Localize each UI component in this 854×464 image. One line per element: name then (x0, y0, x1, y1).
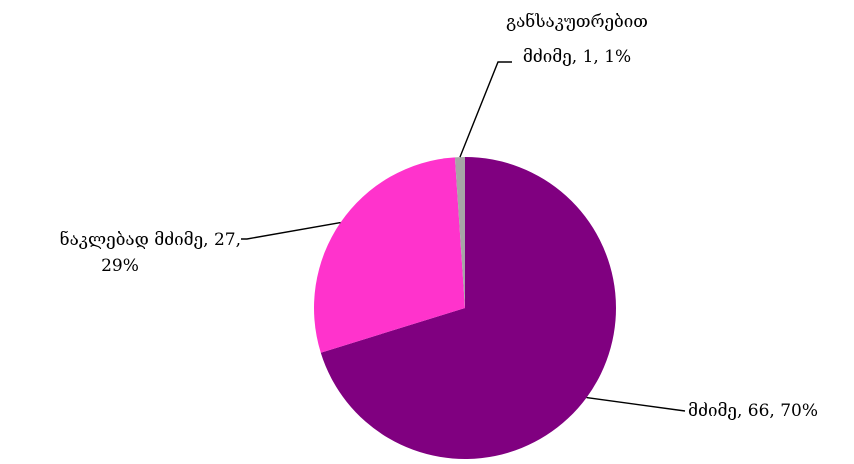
data-label-medium-line1: ნაკლებად მძიმე, 27, (60, 230, 241, 250)
pie-slices (314, 157, 616, 459)
data-label-medium-line2: 29% (101, 256, 139, 276)
pie-slice-2 (454, 157, 465, 308)
leader-lines (241, 61, 686, 412)
leader-line-0 (586, 396, 686, 412)
pie-slice-1 (314, 157, 465, 353)
data-label-major: მძიმე, 66, 70% (688, 401, 818, 421)
data-labels: მძიმე, 66, 70% ნაკლებად მძიმე, 27, 29% გ… (60, 12, 818, 421)
data-label-minor-line2: მძიმე, 1, 1% (523, 47, 631, 67)
leader-line-1 (241, 221, 341, 240)
leader-line-2 (459, 61, 512, 158)
pie-slice-0 (320, 157, 616, 459)
data-label-minor-line1: განსაკუთრებით (506, 12, 648, 32)
